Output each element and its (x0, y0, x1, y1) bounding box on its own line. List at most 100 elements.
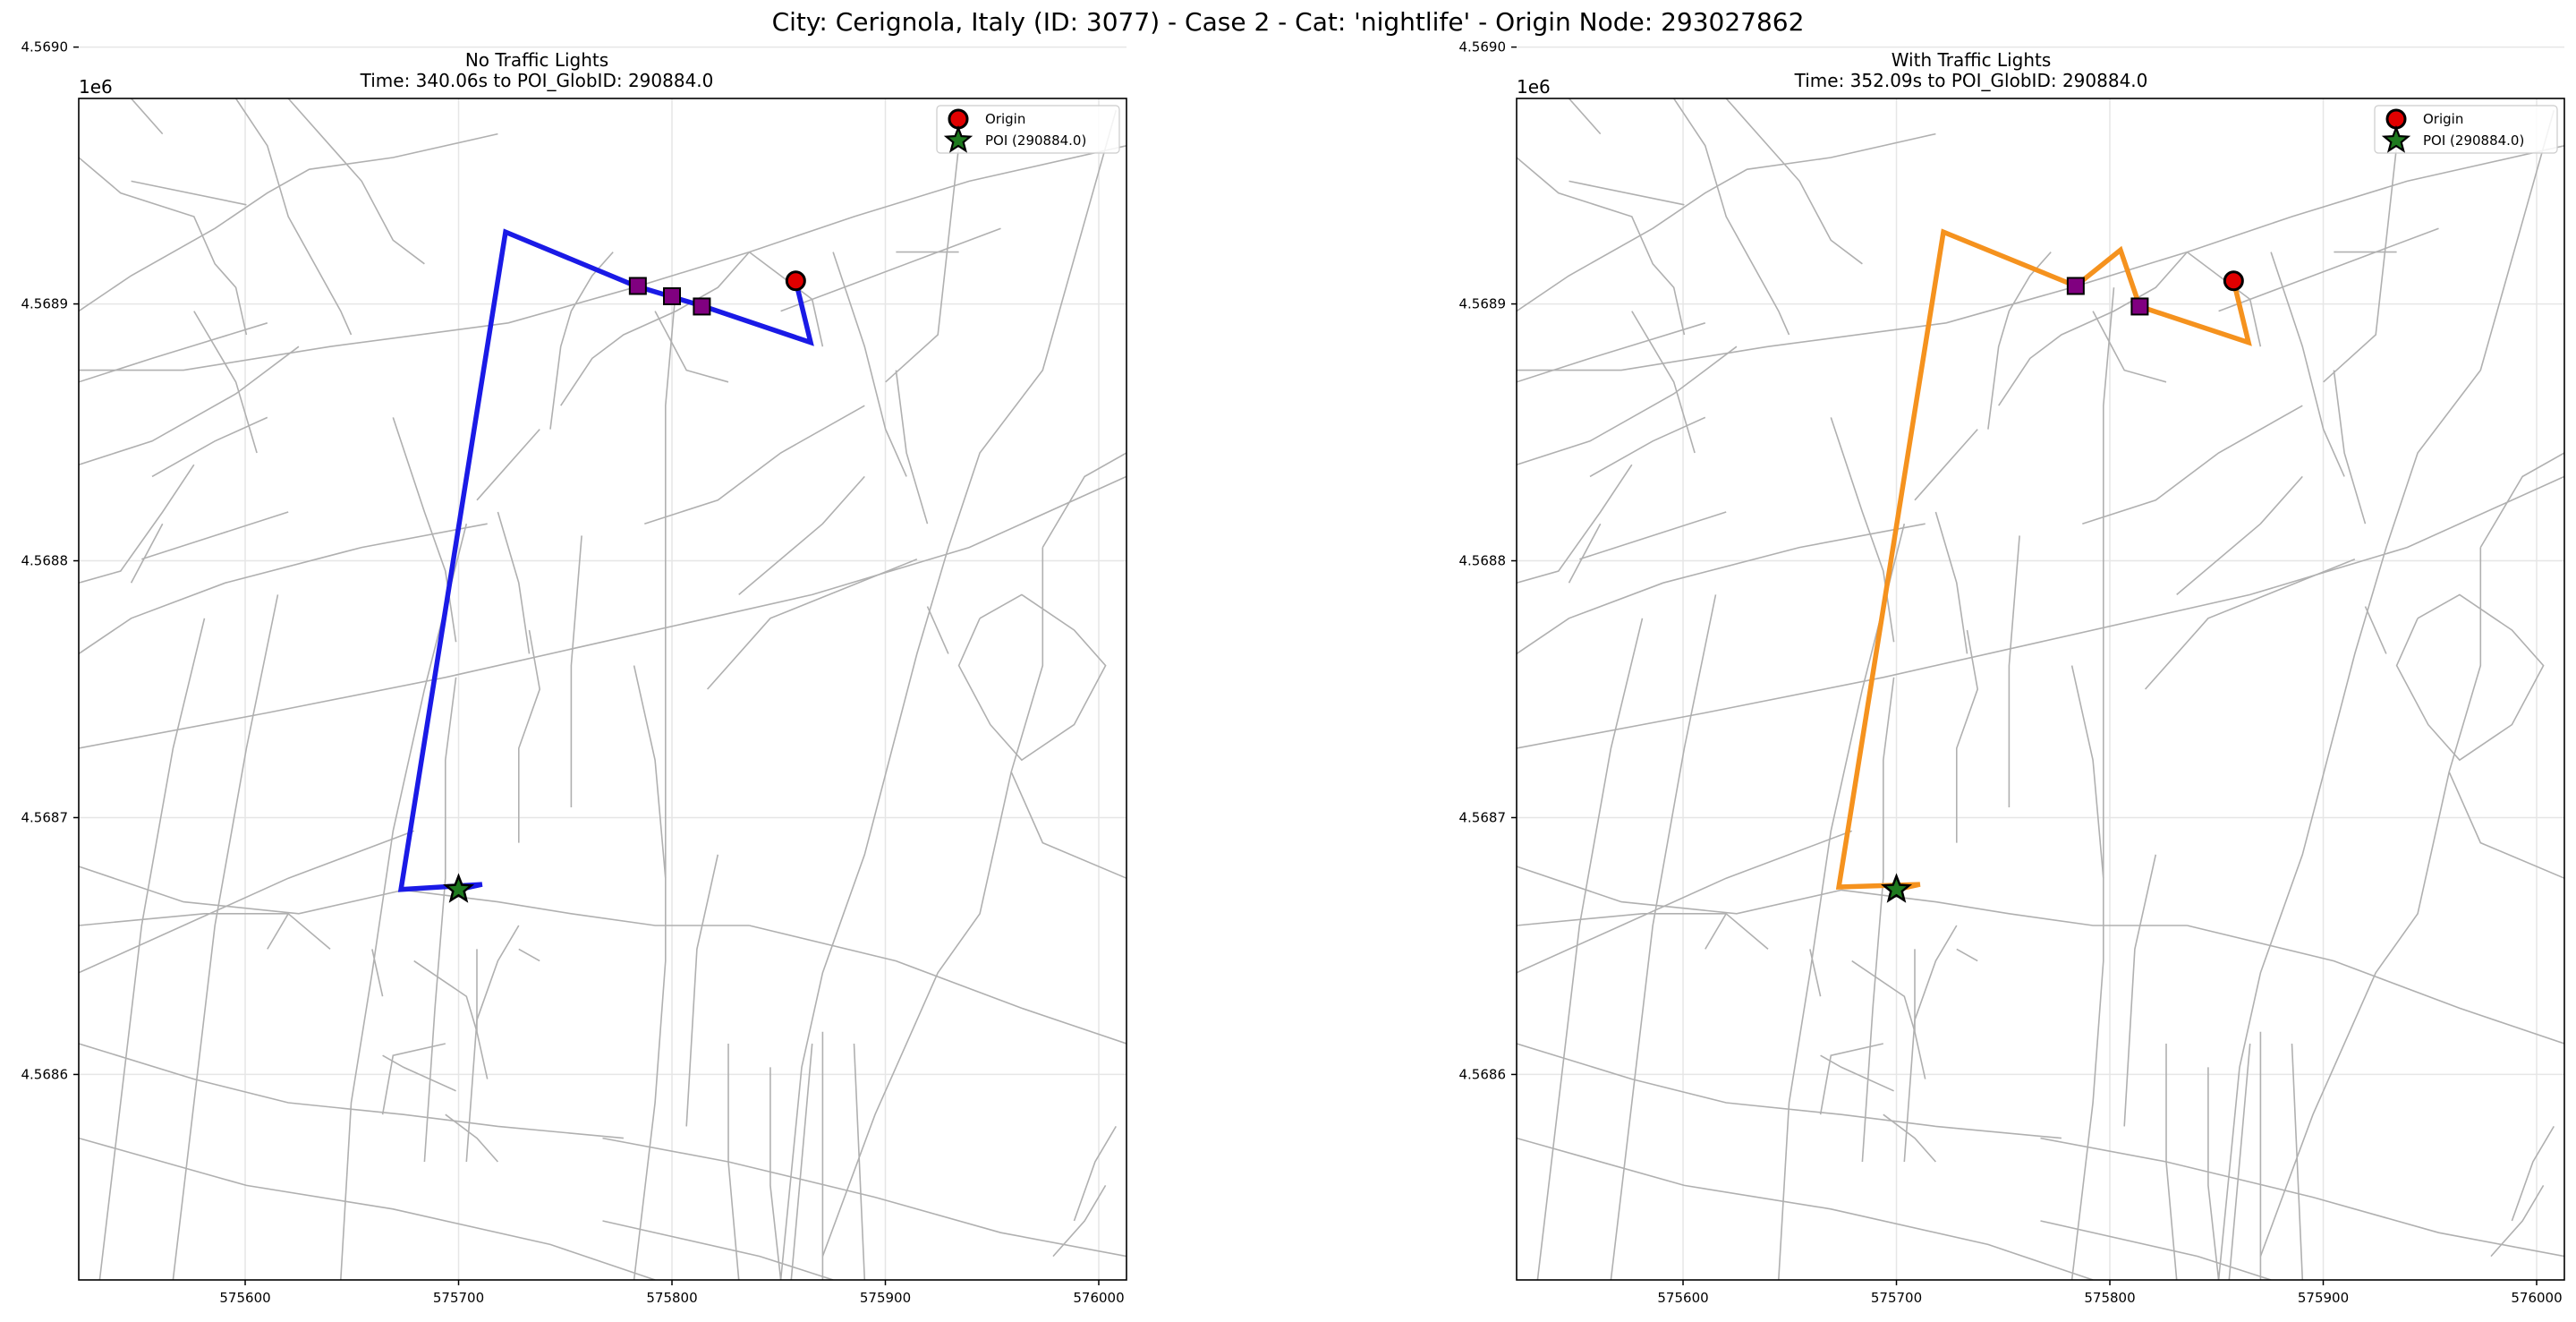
left-street-41 (780, 227, 1001, 312)
left-street-7 (79, 912, 289, 926)
left-panel-title-line2: Time: 340.06s to POI_GlobID: 290884.0 (360, 70, 714, 91)
right-street-26 (2228, 1043, 2251, 1280)
right-street-34 (2270, 252, 2345, 477)
right-street-38 (1998, 252, 2188, 406)
left-street-33 (926, 606, 949, 654)
left-street-9 (749, 925, 1126, 1045)
right-street-67 (2490, 1184, 2545, 1258)
left-panel: 575600 575700 575800 575900 576000 4.5686 4.56… (21, 39, 1127, 1306)
right-y-tick-label-3: 4.5689 (1459, 296, 1507, 312)
right-street-20 (2008, 535, 2020, 807)
right-legend-poi-label: POI (290884.0) (2423, 132, 2524, 149)
left-street-43 (895, 370, 929, 525)
right-x-tick-label-0: 575600 (1657, 1290, 1708, 1306)
left-street-36 (738, 475, 865, 596)
left-street-22 (633, 287, 677, 1280)
left-poi-marker (443, 873, 475, 903)
right-y-offset-label: 1e6 (1517, 76, 1551, 98)
right-x-tick-label-4: 576000 (2511, 1290, 2562, 1306)
right-y-tick-label-1: 4.5687 (1459, 809, 1507, 825)
right-street-37 (2145, 559, 2356, 690)
left-street-26 (790, 1043, 813, 1280)
left-street-53 (141, 511, 289, 560)
left-street-40 (654, 311, 729, 383)
left-street-35 (644, 405, 865, 525)
right-street-68 (1987, 252, 2052, 430)
left-street-13 (602, 1220, 834, 1280)
left-panel-title-line1: No Traffic Lights (464, 49, 609, 71)
right-street-55 (1830, 417, 1895, 643)
left-legend-poi-marker (943, 124, 973, 153)
left-street-46 (79, 157, 248, 336)
right-street-18 (1903, 925, 1958, 1163)
right-axes-frame (1516, 98, 2565, 1281)
left-traffic-light-0 (628, 277, 647, 295)
right-origin-marker (2223, 270, 2244, 292)
left-x-tick-label-1: 575700 (433, 1290, 484, 1306)
left-street-31 (1041, 452, 1126, 549)
left-street-6 (79, 866, 404, 915)
left-x-tick-label-0: 575600 (219, 1290, 270, 1306)
right-street-57 (1934, 511, 1968, 654)
left-street-18 (465, 925, 520, 1163)
left-street-14 (98, 618, 206, 1280)
left-street-34 (832, 252, 907, 477)
left-legend: Origin POI (290884.0) (936, 105, 1120, 154)
left-street-69 (79, 464, 195, 584)
left-street-68 (549, 252, 614, 430)
left-y-tick-label-1: 4.5687 (21, 809, 69, 825)
right-street-13 (2040, 1220, 2272, 1280)
right-x-tick-label-3: 575900 (2298, 1290, 2349, 1306)
right-street-5 (1517, 830, 1852, 974)
right-street-45 (1673, 98, 1790, 336)
right-street-6 (1517, 866, 1842, 915)
right-street-59 (1851, 960, 1916, 1033)
right-street-36 (2176, 475, 2303, 596)
left-street-60 (476, 949, 489, 1079)
left-street-30 (821, 547, 1044, 1257)
right-street-70 (2448, 772, 2564, 879)
left-x-tick-label-4: 576000 (1073, 1290, 1124, 1306)
right-street-16 (1778, 524, 1906, 1280)
right-street-9 (2187, 925, 2564, 1045)
right-panel-title-line2: Time: 352.09s to POI_GlobID: 290884.0 (1794, 70, 2148, 91)
right-street-35 (2082, 405, 2303, 525)
right-street-33 (2364, 606, 2387, 654)
left-street-20 (570, 535, 582, 807)
left-street-0 (79, 132, 498, 312)
left-street-2 (79, 523, 488, 655)
right-street-network (1517, 98, 2564, 1280)
left-axes-frame (78, 98, 1127, 1281)
left-street-62 (382, 1054, 456, 1092)
right-street-23 (2123, 854, 2157, 1127)
right-poi-marker (1881, 873, 1913, 903)
right-street-61 (1819, 1043, 1883, 1115)
right-street-49 (1725, 98, 1863, 265)
left-street-57 (497, 511, 531, 654)
right-street-19 (1956, 629, 1979, 843)
left-street-65 (267, 912, 331, 951)
right-street-32 (2395, 593, 2545, 762)
left-y-tick-label-0: 4.5686 (21, 1066, 69, 1082)
left-street-19 (517, 629, 541, 843)
right-street-28 (2291, 1043, 2304, 1280)
right-street-11 (1517, 1137, 2094, 1280)
left-street-4 (79, 475, 1126, 749)
left-y-tick-label-3: 4.5689 (21, 296, 69, 312)
right-panel-title: With Traffic Lights Time: 352.09s to POI… (1434, 50, 2508, 91)
left-street-23 (685, 854, 719, 1127)
left-street-66 (1073, 1125, 1117, 1222)
right-street-4 (1517, 475, 2564, 749)
right-street-3 (1517, 345, 1738, 465)
right-street-64 (1956, 948, 1978, 962)
left-street-50 (131, 180, 247, 206)
right-street-52 (1589, 416, 1706, 478)
left-street-70 (1010, 772, 1126, 879)
right-street-51 (1631, 311, 1696, 454)
left-traffic-light-2 (693, 297, 711, 316)
left-street-52 (151, 416, 268, 478)
right-street-43 (2333, 370, 2367, 525)
left-street-63 (445, 1113, 498, 1163)
left-street-10 (79, 1043, 624, 1139)
right-legend: Origin POI (290884.0) (2374, 105, 2558, 154)
